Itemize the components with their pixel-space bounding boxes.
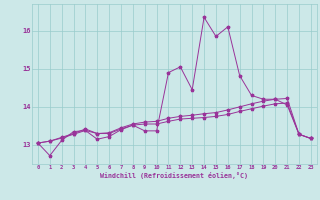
X-axis label: Windchill (Refroidissement éolien,°C): Windchill (Refroidissement éolien,°C) (100, 172, 248, 179)
